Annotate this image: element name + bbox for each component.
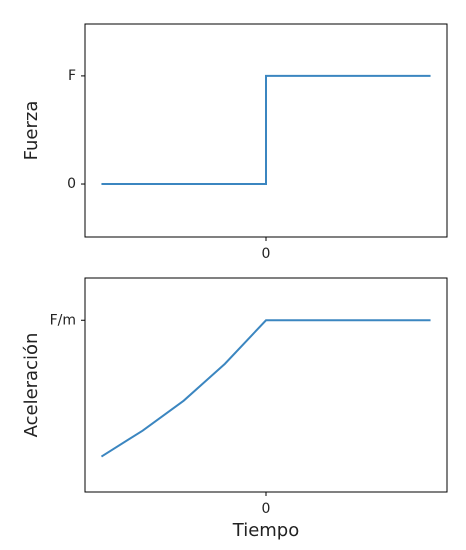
x-axis-label: Tiempo <box>232 520 300 541</box>
y-tick-label: 0 <box>67 176 76 192</box>
y-tick-label: F/m <box>50 312 76 328</box>
data-line <box>100 319 431 458</box>
y-axis-label: Fuerza <box>21 101 42 161</box>
data-line <box>101 74 431 186</box>
x-tick-label: 0 <box>262 501 271 517</box>
plot-frame <box>84 277 448 493</box>
x-tick-label: 0 <box>262 246 271 262</box>
y-tick-label: F <box>68 68 76 84</box>
y-axis-label: Aceleración <box>21 333 42 438</box>
